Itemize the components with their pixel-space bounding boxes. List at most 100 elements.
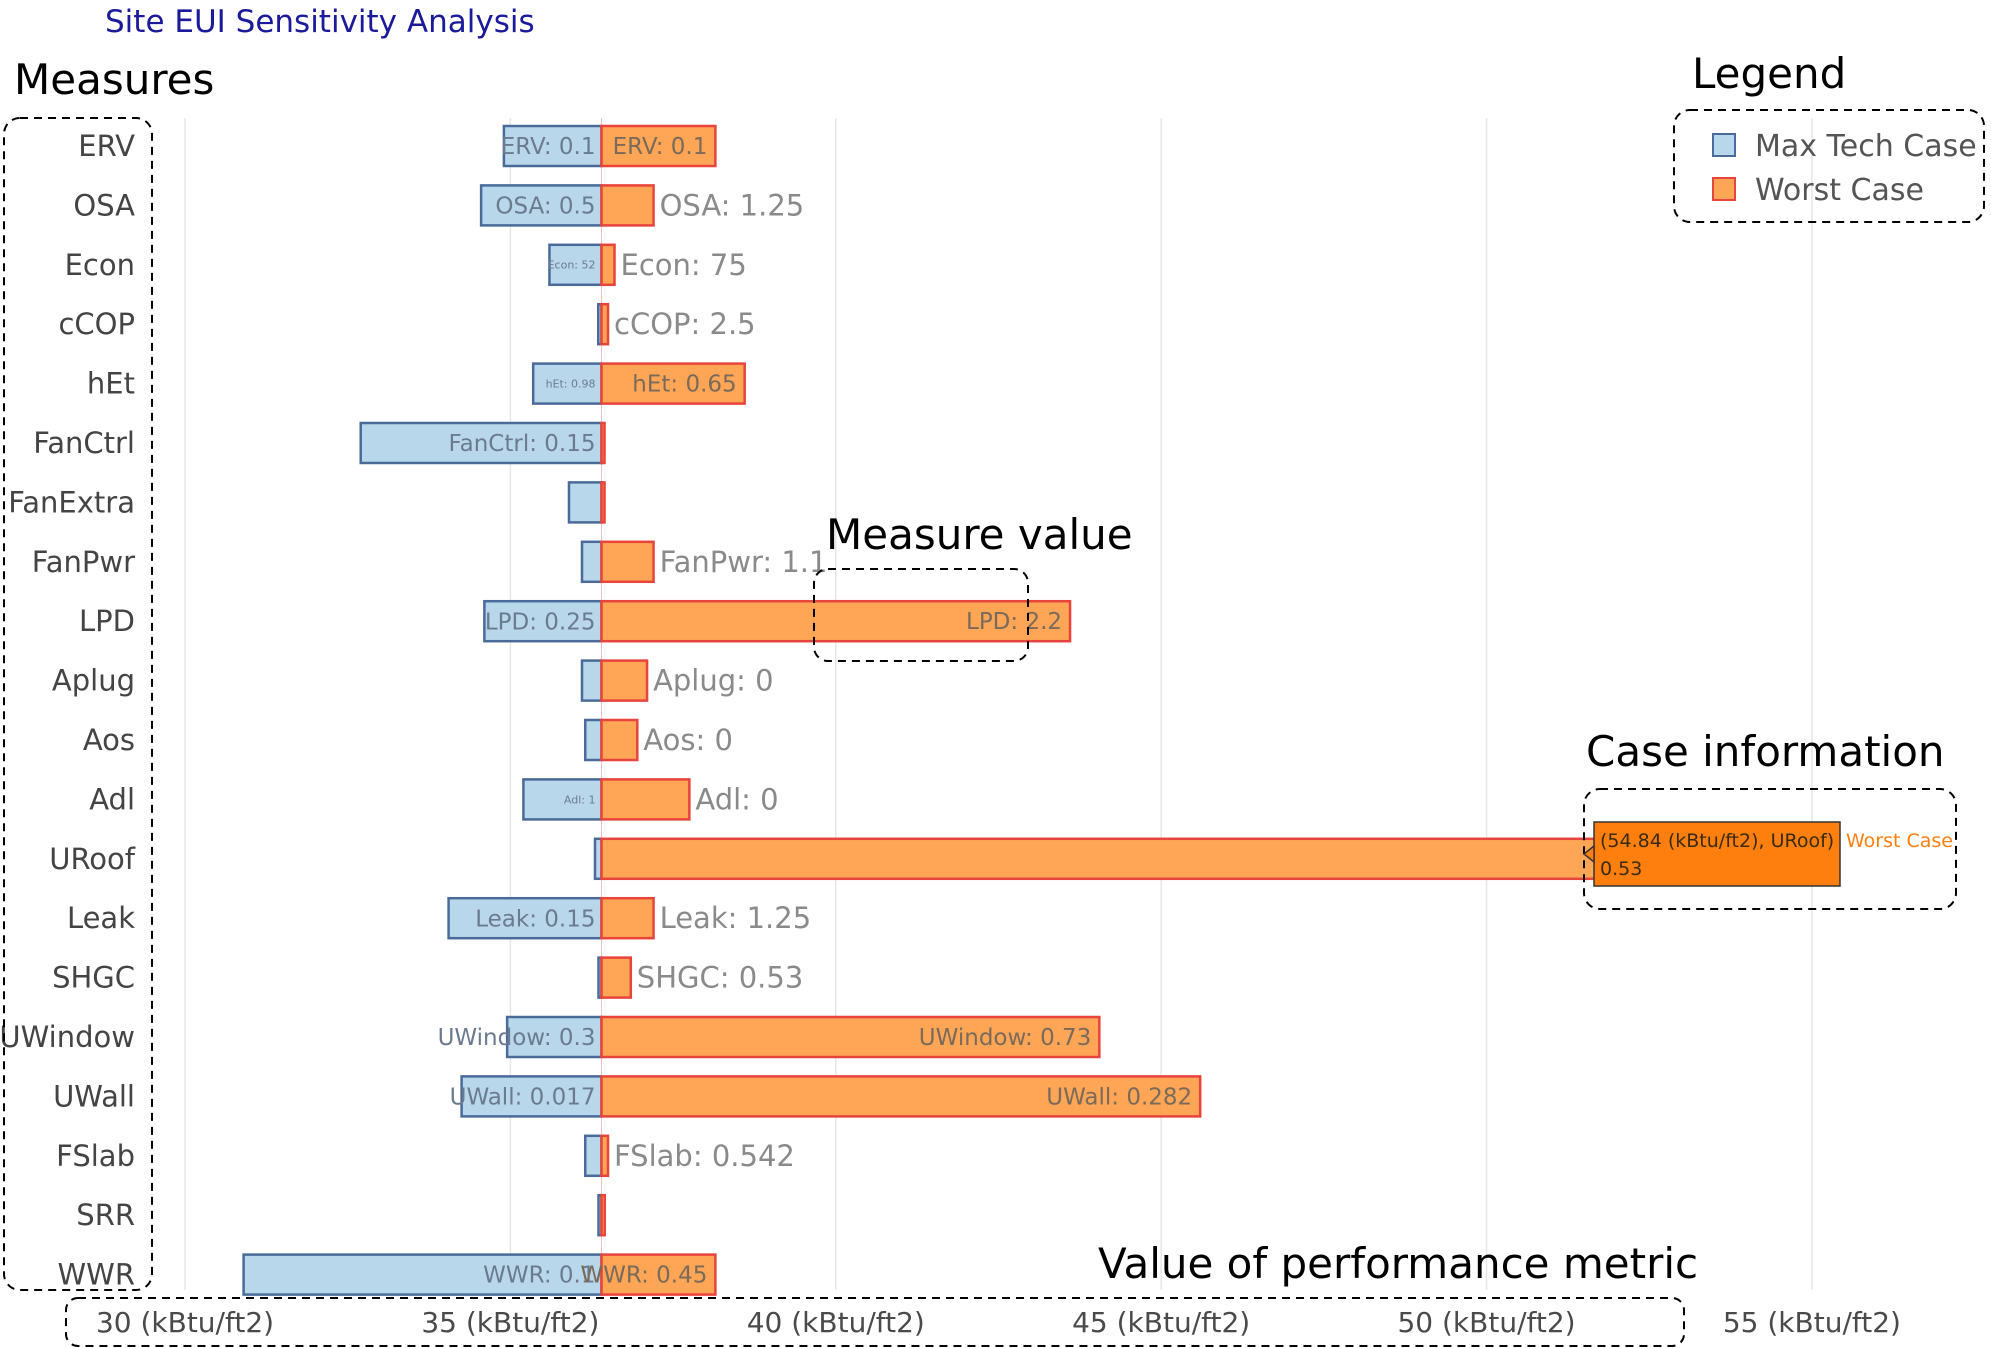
measure-value-annotation: Measure value — [826, 510, 1133, 559]
bar-worst-case[interactable] — [600, 421, 606, 465]
x-tick-label: 40 (kBtu/ft2) — [747, 1306, 925, 1339]
bar-max-tech[interactable] — [531, 362, 603, 405]
x-axis-ticks: 30 (kBtu/ft2) 35 (kBtu/ft2) 40 (kBtu/ft2) 4… — [96, 1306, 1901, 1339]
measure-label: FSlab — [56, 1139, 135, 1173]
axis-annotation-box — [65, 1297, 1685, 1347]
bar-label-worst-case: Aplug: 0 — [653, 664, 774, 698]
measure-value-box — [813, 568, 1029, 662]
bar-max-tech[interactable] — [359, 421, 603, 465]
measure-label: hEt — [87, 367, 135, 401]
bar-worst-case[interactable] — [600, 1075, 1202, 1118]
bar-max-tech[interactable] — [567, 481, 603, 524]
chart-title: Site EUI Sensitivity Analysis — [105, 4, 535, 40]
bar-worst-case[interactable] — [600, 956, 633, 999]
measure-label: Adl — [89, 782, 135, 816]
legend-label-max-tech[interactable]: Max Tech Case — [1755, 129, 1977, 164]
bar-label-worst-case: Leak: 1.25 — [660, 901, 812, 935]
x-tick-label: 55 (kBtu/ft2) — [1723, 1306, 1901, 1339]
measure-label: FanCtrl — [33, 426, 135, 460]
bar-worst-case[interactable] — [600, 302, 610, 346]
x-tick-label: 30 (kBtu/ft2) — [96, 1306, 274, 1339]
bar-label-worst-case: UWindow: 0.73 — [919, 1025, 1092, 1051]
bar-max-tech[interactable] — [580, 659, 603, 702]
bar-label-worst-case: Econ: 75 — [621, 248, 747, 282]
bar-max-tech[interactable] — [502, 124, 603, 168]
bar-label-max-tech: UWindow: 0.3 — [438, 1025, 596, 1051]
measure-label: Aos — [83, 723, 135, 757]
measure-label: Leak — [67, 901, 135, 935]
measure-label: WWR — [58, 1258, 136, 1292]
measure-label: SHGC — [52, 961, 135, 995]
bar-label-max-tech: Leak: 0.15 — [475, 906, 595, 932]
x-tick-label: 45 (kBtu/ft2) — [1072, 1306, 1250, 1339]
legend-annotation: Legend — [1692, 49, 1846, 98]
case-tooltip — [1593, 821, 1841, 887]
bar-worst-case[interactable] — [600, 362, 746, 405]
bar-label-max-tech: ERV: 0.1 — [501, 134, 596, 160]
bar-max-tech[interactable] — [479, 184, 603, 227]
bar-label-worst-case: hEt: 0.65 — [632, 372, 736, 398]
bar-max-tech[interactable] — [583, 718, 603, 762]
measure-label: FanExtra — [8, 485, 135, 519]
measure-label: UWindow — [0, 1020, 135, 1054]
measure-labels: ERV OSA Econ cCOP hEt FanCtrl FanExtra FanPwr LP… — [0, 129, 136, 1292]
x-tick-label: 50 (kBtu/ft2) — [1397, 1306, 1575, 1339]
bar-max-tech[interactable] — [548, 243, 603, 287]
case-information-annotation: Case information — [1586, 727, 1945, 776]
bar-label-worst-case: Adl: 0 — [695, 782, 778, 816]
bar-max-tech[interactable] — [580, 540, 603, 584]
bar-worst-case[interactable] — [600, 540, 655, 584]
bar-worst-case[interactable] — [600, 184, 655, 227]
bar-worst-case[interactable] — [600, 1253, 717, 1296]
measure-label: LPD — [79, 604, 135, 638]
bar-max-tech[interactable] — [505, 1015, 603, 1059]
performance-metric-annotation: Value of performance metric — [1098, 1239, 1698, 1288]
measure-label: Econ — [65, 248, 135, 282]
measure-label: FanPwr — [32, 545, 135, 579]
case-tooltip-line2: 0.53 — [1600, 858, 1642, 880]
bar-worst-case[interactable] — [600, 243, 616, 287]
bar-label-max-tech: UWall: 0.017 — [450, 1084, 596, 1110]
bar-max-tech[interactable] — [483, 599, 603, 643]
bar-worst-case[interactable] — [600, 1134, 610, 1178]
bar-worst-case[interactable] — [600, 659, 649, 702]
bar-label-worst-case: WWR: 0.45 — [580, 1263, 707, 1289]
bar-label-worst-case: cCOP: 2.5 — [614, 307, 756, 341]
case-tooltip-series: Worst Case — [1846, 830, 1953, 852]
bar-max-tech[interactable] — [583, 1134, 603, 1178]
legend-box — [1673, 109, 1985, 223]
measures-annotation: Measures — [14, 55, 214, 104]
bar-max-tech[interactable] — [522, 778, 603, 821]
measure-label: cCOP — [58, 307, 135, 341]
measure-label: SRR — [76, 1198, 135, 1232]
bar-worst-case[interactable] — [600, 599, 1072, 643]
bar-worst-case[interactable] — [600, 896, 655, 940]
bar-label-worst-case: UWall: 0.282 — [1046, 1084, 1192, 1110]
bar-worst-case[interactable] — [600, 1015, 1101, 1059]
bar-label-max-tech: Adl: 1 — [564, 793, 596, 806]
bar-label-max-tech: WWR: 0.1 — [483, 1263, 595, 1289]
measures-annotation-box — [3, 117, 153, 1291]
measure-label: ERV — [78, 129, 135, 163]
bar-worst-case[interactable] — [600, 718, 639, 762]
bar-worst-case[interactable] — [600, 124, 717, 168]
bar-worst-case[interactable] — [600, 481, 606, 524]
legend-swatch-worst — [1712, 177, 1736, 201]
bar-label-worst-case: FSlab: 0.542 — [614, 1139, 795, 1173]
legend-label-worst[interactable]: Worst Case — [1755, 173, 1924, 208]
bar-max-tech[interactable] — [242, 1253, 603, 1296]
measure-label: UWall — [53, 1079, 135, 1113]
case-tooltip-line1: (54.84 (kBtu/ft2), URoof) — [1600, 830, 1834, 852]
case-information-box — [1583, 788, 1957, 910]
bar-label-max-tech: OSA: 0.5 — [495, 193, 595, 219]
bar-label-worst-case: FanPwr: 1.1 — [660, 545, 828, 579]
bar-worst-case[interactable] — [600, 778, 691, 821]
bar-max-tech[interactable] — [447, 896, 603, 940]
case-tooltip-pointer — [1582, 844, 1595, 864]
bar-label-max-tech: FanCtrl: 0.15 — [449, 431, 596, 457]
bar-label-max-tech: hEt: 0.98 — [546, 377, 596, 390]
bar-worst-case[interactable] — [600, 1193, 607, 1237]
bar-series: ERV: 0.1 ERV: 0.1 OSA: 0.5 OSA: 1.25 Econ: 5… — [242, 124, 1803, 1296]
measure-label: URoof — [49, 842, 136, 876]
